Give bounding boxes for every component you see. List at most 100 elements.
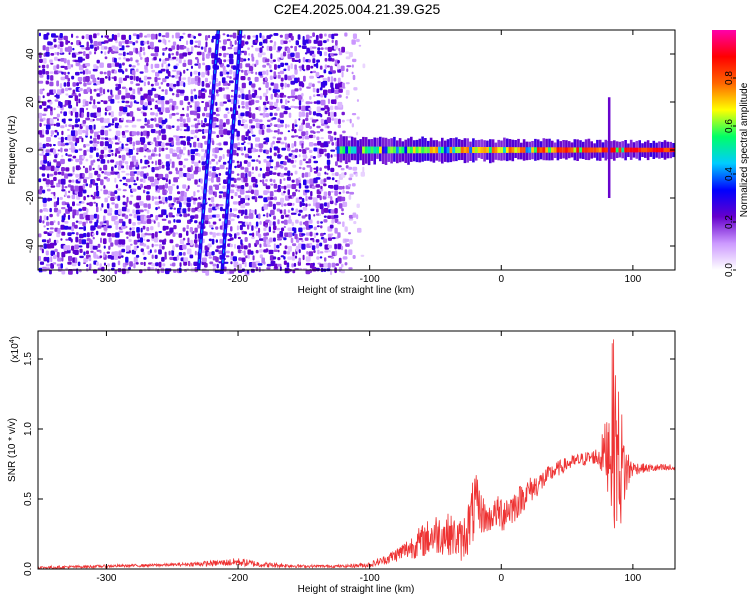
heatmap-cell bbox=[168, 125, 172, 130]
heatmap-cell bbox=[150, 124, 154, 129]
heatmap-cell bbox=[286, 83, 290, 88]
heatmap-cell bbox=[331, 173, 336, 176]
heatmap-cell bbox=[218, 172, 222, 176]
heatmap-band-cell bbox=[412, 146, 416, 154]
heatmap-cell bbox=[298, 100, 302, 106]
heatmap-cell bbox=[99, 117, 104, 123]
heatmap-cell bbox=[60, 58, 65, 62]
heatmap-cell bbox=[117, 188, 122, 191]
heatmap-band-cell bbox=[655, 147, 659, 153]
heatmap-cell bbox=[168, 195, 173, 201]
heatmap-cell bbox=[270, 129, 273, 133]
heatmap-cell bbox=[194, 243, 198, 248]
heatmap-cell bbox=[78, 51, 83, 54]
heatmap-cell bbox=[222, 69, 228, 75]
heatmap-cell bbox=[43, 215, 47, 221]
heatmap-cell bbox=[129, 213, 133, 217]
heatmap-cell bbox=[334, 250, 338, 256]
heatmap-cell bbox=[92, 77, 97, 83]
heatmap-cell bbox=[74, 95, 79, 102]
heatmap-cell bbox=[309, 46, 313, 50]
heatmap-cell bbox=[159, 58, 162, 62]
heatmap-cell bbox=[342, 221, 345, 228]
heatmap-cell bbox=[96, 148, 99, 151]
heatmap-cell bbox=[129, 140, 133, 145]
heatmap-cell bbox=[277, 64, 281, 69]
heatmap-cell bbox=[42, 68, 46, 75]
heatmap-cell bbox=[122, 189, 127, 192]
heatmap-cell bbox=[280, 186, 285, 189]
heatmap-cell bbox=[143, 203, 148, 208]
heatmap-cell bbox=[104, 154, 108, 158]
heatmap-cell bbox=[153, 137, 157, 142]
heatmap-cell bbox=[119, 106, 124, 112]
heatmap-cell bbox=[175, 93, 180, 98]
heatmap-cell bbox=[81, 47, 86, 50]
heatmap-cell bbox=[269, 178, 273, 182]
heatmap-cell bbox=[315, 177, 321, 180]
heatmap-cell bbox=[193, 261, 198, 266]
heatmap-cell bbox=[99, 207, 102, 211]
heatmap-cell bbox=[333, 112, 337, 117]
heatmap-cell bbox=[67, 232, 72, 236]
heatmap-cell bbox=[262, 39, 266, 44]
heatmap-cell bbox=[67, 214, 71, 220]
heatmap-cell bbox=[349, 239, 353, 245]
heatmap-cell bbox=[284, 245, 288, 250]
heatmap-cell bbox=[45, 263, 51, 267]
heatmap-cell bbox=[89, 140, 93, 144]
heatmap-cell bbox=[60, 76, 66, 81]
heatmap-cell bbox=[280, 154, 283, 158]
heatmap-cell bbox=[154, 249, 157, 253]
heatmap-cell bbox=[311, 119, 317, 123]
heatmap-cell bbox=[57, 70, 63, 74]
heatmap-cell bbox=[303, 227, 306, 230]
heatmap-cell bbox=[274, 112, 278, 116]
heatmap-band-cell bbox=[460, 146, 464, 153]
heatmap-cell bbox=[154, 130, 160, 134]
heatmap-cell bbox=[294, 64, 297, 70]
heatmap-cell bbox=[179, 128, 183, 132]
heatmap-cell bbox=[283, 237, 287, 241]
heatmap-cell bbox=[241, 262, 245, 265]
heatmap-cell bbox=[42, 129, 45, 135]
heatmap-cell bbox=[201, 155, 205, 161]
heatmap-cell bbox=[65, 153, 68, 156]
heatmap-cell bbox=[207, 70, 210, 76]
heatmap-cell bbox=[244, 167, 249, 173]
heatmap-cell bbox=[154, 244, 159, 247]
heatmap-cell bbox=[53, 65, 57, 71]
heatmap-cell bbox=[93, 124, 96, 130]
snr-multiplier-exp: 4 bbox=[9, 339, 16, 343]
heatmap-cell bbox=[356, 214, 359, 220]
heatmap-cell bbox=[276, 107, 280, 111]
heatmap-cell bbox=[166, 83, 170, 87]
heatmap-cell bbox=[291, 98, 296, 102]
heatmap-cell bbox=[291, 154, 296, 159]
heatmap-cell bbox=[115, 161, 120, 166]
heatmap-cell bbox=[191, 77, 196, 84]
heatmap-cell bbox=[89, 80, 92, 83]
heatmap-cell bbox=[323, 183, 327, 187]
heatmap-cell bbox=[331, 190, 334, 193]
heatmap-cell bbox=[49, 153, 52, 156]
heatmap-cell bbox=[46, 92, 50, 97]
heatmap-cell bbox=[149, 249, 152, 254]
heatmap-cell bbox=[49, 71, 54, 74]
heatmap-cell bbox=[326, 152, 330, 159]
heatmap-cell bbox=[76, 203, 81, 206]
heatmap-cell bbox=[333, 214, 339, 219]
heatmap-cell bbox=[259, 41, 263, 46]
heatmap-cell bbox=[247, 161, 251, 167]
heatmap-cell bbox=[100, 50, 103, 54]
heatmap-cell bbox=[340, 212, 345, 215]
heatmap-cell bbox=[323, 178, 327, 183]
heatmap-cell bbox=[114, 220, 119, 225]
heatmap-cell bbox=[85, 130, 89, 136]
heatmap-cell bbox=[298, 58, 301, 64]
heatmap-cell bbox=[200, 142, 203, 149]
heatmap-cell bbox=[250, 250, 254, 255]
heatmap-cell bbox=[222, 87, 225, 91]
heatmap-cell bbox=[92, 245, 98, 250]
heatmap-cell bbox=[316, 256, 320, 260]
